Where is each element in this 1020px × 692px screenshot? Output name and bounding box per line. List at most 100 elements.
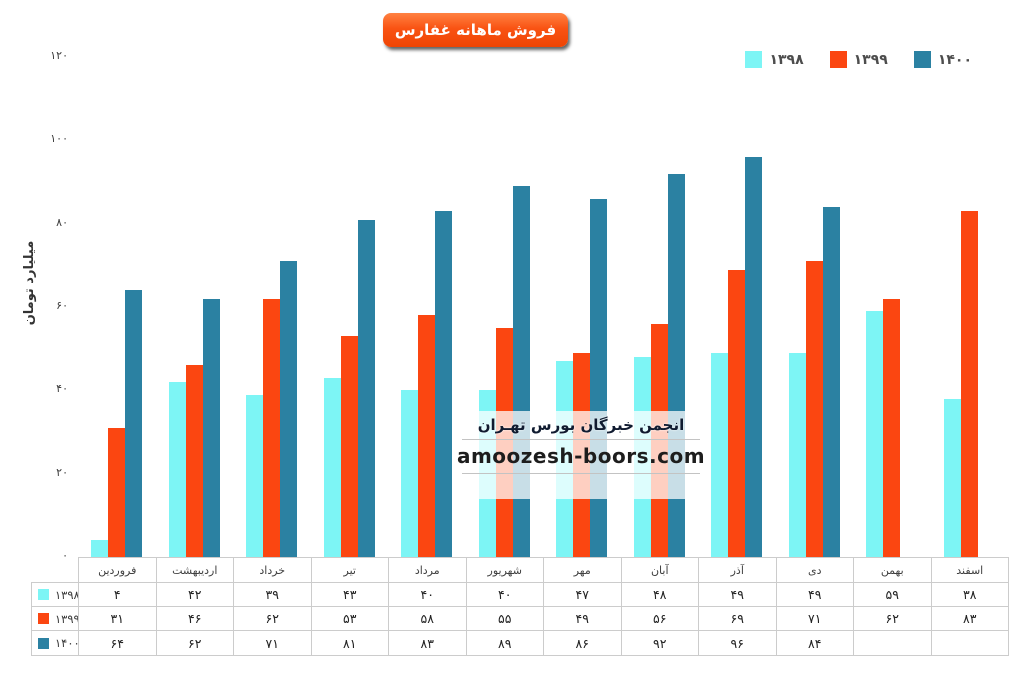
table-legend-text-1400: ۱۴۰۰ [55, 636, 79, 650]
bar-1399-m3 [263, 298, 281, 557]
table-header-m2: اردیبهشت [155, 557, 234, 583]
legend: ۱۳۹۸ ۱۳۹۹ ۱۴۰۰ [745, 51, 972, 68]
table-row-1399: ۱۳۹۹ ۳۱ ۴۶ ۶۲ ۵۳ ۵۸ ۵۵ ۴۹ ۵۶ ۶۹ ۷۱ ۶۲ ۸۳ [31, 606, 1009, 631]
y-tick-120: ۱۲۰ [50, 49, 68, 62]
bar-1400-m5 [435, 211, 453, 557]
bar-1399-m4 [340, 336, 358, 557]
bar-1398-m12 [943, 398, 961, 557]
table-cell-1398-m7: ۴۷ [543, 582, 622, 607]
bar-1400-m10 [822, 207, 840, 557]
bar-1400-m8 [667, 173, 685, 557]
table-cell-1399-m10: ۷۱ [775, 606, 854, 631]
bar-group-m9 [698, 57, 776, 557]
table-header-m4: تیر [310, 557, 389, 583]
table-legend-swatch-1399 [38, 613, 49, 624]
table-cell-1400-m3: ۷۱ [233, 630, 312, 656]
bar-group-m4 [311, 57, 389, 557]
table-header-m3: خرداد [233, 557, 312, 583]
bar-1398-m5 [401, 390, 419, 557]
table-header-m10: دی [775, 557, 854, 583]
table-row-label-1399: ۱۳۹۹ [31, 606, 79, 631]
table-row-label-1400: ۱۴۰۰ [31, 630, 79, 656]
watermark-divider-top [462, 439, 700, 440]
bar-1400-m2 [202, 298, 220, 557]
bar-1400-m9 [745, 157, 763, 557]
y-tick-40: ۴۰ [56, 382, 68, 396]
table-header-m9: آذر [698, 557, 777, 583]
legend-swatch-1398 [745, 51, 763, 68]
watermark: انجمن خبرگان بورس تهـران amoozesh-boors.… [455, 411, 707, 499]
legend-swatch-1400 [913, 51, 931, 68]
bar-1399-m1 [108, 427, 126, 557]
table-cell-1399-m8: ۵۶ [620, 606, 699, 631]
table-cell-1398-m4: ۴۳ [310, 582, 389, 607]
table-cell-1400-m10: ۸۴ [775, 630, 854, 656]
legend-item-1398: ۱۳۹۸ [745, 51, 804, 68]
table-cell-1399-m11: ۶۲ [853, 606, 932, 631]
bar-group-m11 [853, 57, 931, 557]
table-corner-cell [32, 558, 79, 583]
legend-label-1398: ۱۳۹۸ [769, 51, 804, 68]
y-tick-0: ۰ [62, 549, 68, 562]
table-row-1400: ۱۴۰۰ ۶۴ ۶۲ ۷۱ ۸۱ ۸۳ ۸۹ ۸۶ ۹۲ ۹۶ ۸۴ [31, 630, 1009, 656]
watermark-text-fa: انجمن خبرگان بورس تهـران [477, 416, 685, 434]
table-legend-swatch-1398 [38, 589, 49, 600]
table-cell-1399-m6: ۵۵ [465, 606, 544, 631]
table-cell-1399-m2: ۴۶ [155, 606, 234, 631]
table-cell-1398-m5: ۴۰ [388, 582, 467, 607]
table-cell-1400-m12 [930, 630, 1009, 656]
table-legend-swatch-1400 [38, 637, 49, 649]
table-cell-1400-m8: ۹۲ [620, 630, 699, 656]
bar-1398-m9 [711, 352, 729, 557]
y-tick-100: ۱۰۰ [50, 132, 68, 146]
bar-1399-m5 [418, 315, 436, 557]
table-cell-1399-m3: ۶۲ [233, 606, 312, 631]
bar-1399-m12 [960, 211, 978, 557]
bar-1400-m7 [590, 198, 608, 557]
table-cell-1398-m11: ۵۹ [853, 582, 932, 607]
y-tick-80: ۸۰ [56, 215, 68, 229]
chart-title-button[interactable]: فروش ماهانه غفارس [383, 13, 568, 47]
table-cell-1398-m12: ۳۸ [930, 582, 1009, 607]
bar-1399-m11 [883, 298, 901, 557]
table-cell-1400-m1: ۶۴ [78, 630, 157, 656]
table-header-m12: اسفند [930, 557, 1009, 583]
y-tick-60: ۶۰ [56, 299, 68, 312]
legend-swatch-1399 [829, 51, 847, 68]
table-cell-1399-m1: ۳۱ [78, 606, 157, 631]
table-legend-text-1398: ۱۳۹۸ [55, 587, 79, 602]
bar-group-m12 [931, 57, 1009, 557]
bar-1398-m2 [168, 382, 186, 557]
bar-1398-m3 [246, 394, 264, 557]
table-header-m1: فروردین [78, 557, 157, 583]
table-cell-1400-m11 [853, 630, 932, 656]
bar-1398-m1 [91, 540, 109, 557]
bar-group-m10 [776, 57, 854, 557]
table-cell-1399-m9: ۶۹ [698, 606, 777, 631]
table-cell-1400-m6: ۸۹ [465, 630, 544, 656]
bar-group-m5 [388, 57, 466, 557]
legend-label-1400: ۱۴۰۰ [937, 51, 972, 68]
bar-1398-m10 [788, 352, 806, 557]
table-header-m7: مهر [543, 557, 622, 583]
bar-1400-m6 [512, 186, 530, 557]
table-cell-1398-m9: ۴۹ [698, 582, 777, 607]
bar-1398-m11 [866, 311, 884, 557]
table-cell-1400-m9: ۹۶ [698, 630, 777, 656]
bar-group-m2 [156, 57, 234, 557]
legend-item-1399: ۱۳۹۹ [829, 51, 888, 68]
table-cell-1399-m12: ۸۳ [930, 606, 1009, 631]
watermark-divider-bottom [462, 473, 700, 474]
bar-1399-m9 [728, 269, 746, 557]
bar-1399-m10 [805, 261, 823, 557]
bar-group-m3 [233, 57, 311, 557]
table-cell-1399-m5: ۵۸ [388, 606, 467, 631]
table-header-m6: شهریور [465, 557, 544, 583]
table-cell-1398-m10: ۴۹ [775, 582, 854, 607]
table-cell-1398-m1: ۴ [78, 582, 157, 607]
table-row-label-1398: ۱۳۹۸ [31, 582, 79, 607]
legend-label-1399: ۱۳۹۹ [853, 51, 888, 68]
table-legend-text-1399: ۱۳۹۹ [55, 611, 79, 626]
table-cell-1398-m6: ۴۰ [465, 582, 544, 607]
